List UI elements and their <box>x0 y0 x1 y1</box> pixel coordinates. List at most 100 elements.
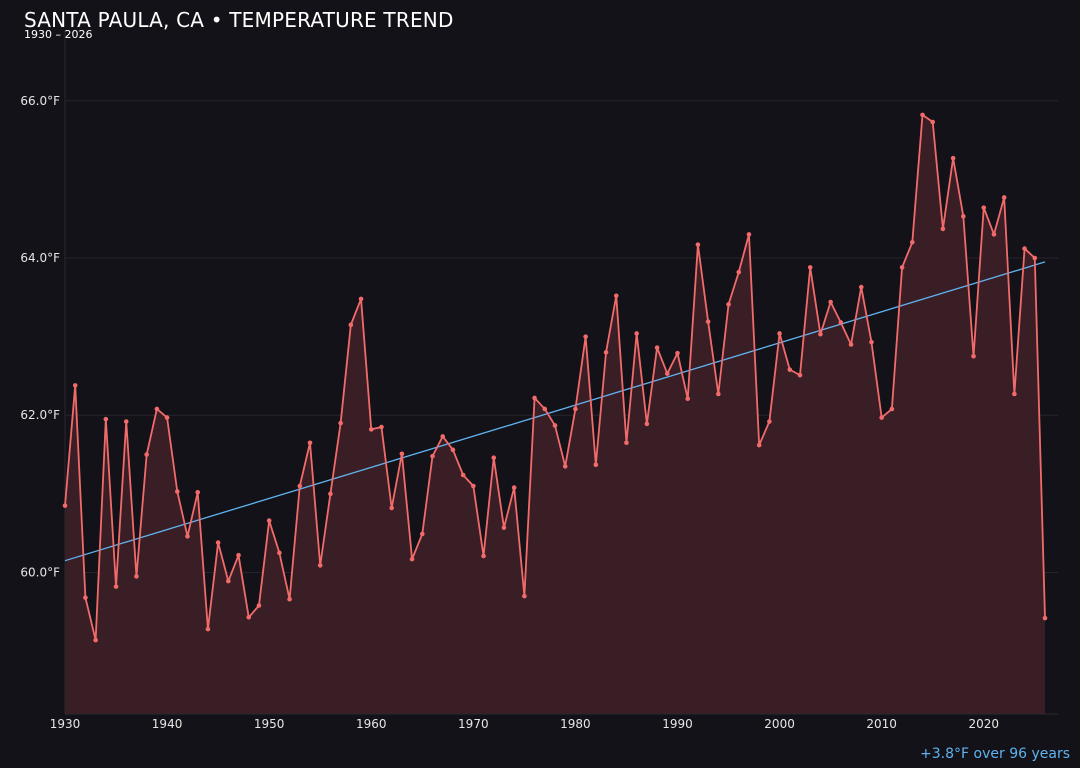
x-tick-label-1990: 1990 <box>662 717 693 731</box>
data-point-1945 <box>215 540 221 545</box>
x-tick-label-1930: 1930 <box>50 717 81 731</box>
data-point-2006 <box>838 320 844 325</box>
data-point-1951 <box>277 550 282 556</box>
area-fill <box>65 114 1045 714</box>
trend-summary: +3.8°F over 96 years <box>920 746 1070 762</box>
data-point-2012 <box>899 265 905 270</box>
data-point-2011 <box>889 406 895 412</box>
data-point-1994 <box>716 391 721 397</box>
data-point-1963 <box>399 451 405 457</box>
data-point-1953 <box>297 483 303 489</box>
data-point-2017 <box>950 155 956 161</box>
data-point-1937 <box>134 574 139 579</box>
data-point-1996 <box>736 269 742 275</box>
data-point-1958 <box>348 322 354 328</box>
data-point-1988 <box>654 345 660 350</box>
data-point-1966 <box>430 453 435 459</box>
data-point-2024 <box>1022 246 1027 251</box>
data-point-1971 <box>481 553 486 559</box>
data-point-1970 <box>471 483 476 489</box>
data-point-2016 <box>940 226 946 232</box>
data-point-1983 <box>603 350 609 355</box>
data-point-1960 <box>368 427 374 432</box>
data-point-1982 <box>593 462 599 468</box>
data-point-1985 <box>624 440 629 446</box>
data-point-2020 <box>981 205 987 210</box>
data-point-2010 <box>879 415 884 420</box>
data-point-1944 <box>205 626 211 632</box>
x-tick-label-2010: 2010 <box>866 717 897 731</box>
chart-title: SANTA PAULA, CA • TEMPERATURE TREND <box>24 8 454 32</box>
data-point-1955 <box>317 563 323 568</box>
y-tick-label-3: 66.0°F <box>20 94 60 108</box>
data-point-1936 <box>123 419 129 424</box>
data-point-1990 <box>675 350 680 356</box>
x-tick-label-1980: 1980 <box>560 717 591 731</box>
x-tick-label-1960: 1960 <box>356 717 387 731</box>
data-point-1948 <box>246 615 252 620</box>
data-point-1950 <box>266 518 272 523</box>
data-point-1993 <box>705 319 711 324</box>
data-point-1975 <box>522 593 527 599</box>
data-point-2009 <box>869 339 874 345</box>
data-point-1974 <box>511 485 517 490</box>
data-point-2018 <box>961 214 966 219</box>
data-point-1978 <box>552 423 558 428</box>
data-point-1995 <box>726 302 731 307</box>
x-tick-label-1940: 1940 <box>152 717 183 731</box>
data-point-1997 <box>746 232 752 237</box>
data-point-1991 <box>685 396 691 402</box>
data-point-1984 <box>613 293 619 299</box>
data-point-2021 <box>991 232 997 237</box>
axes <box>64 30 1058 715</box>
data-point-1999 <box>767 419 772 424</box>
y-tick-label-1: 62.0°F <box>20 408 60 422</box>
y-tick-label-0: 60.0°F <box>20 565 60 579</box>
data-point-1935 <box>113 584 119 589</box>
data-point-2003 <box>807 265 813 270</box>
data-point-1977 <box>542 406 548 412</box>
data-point-1946 <box>226 578 231 584</box>
data-point-2013 <box>909 239 915 245</box>
data-point-1947 <box>236 552 241 558</box>
data-point-1980 <box>573 406 578 412</box>
data-point-2004 <box>818 331 823 337</box>
data-point-1961 <box>379 424 384 430</box>
trend-line <box>64 261 1046 562</box>
data-point-1934 <box>103 416 109 422</box>
data-point-1968 <box>450 447 456 453</box>
data-point-1979 <box>562 464 568 469</box>
data-point-2026 <box>1042 615 1048 621</box>
data-point-2022 <box>1001 195 1007 200</box>
data-point-1942 <box>185 534 190 539</box>
data-points <box>62 112 1048 643</box>
data-point-1956 <box>328 491 333 497</box>
data-point-2023 <box>1012 391 1017 397</box>
chart-subtitle: 1930 – 2026 <box>24 28 93 41</box>
data-point-1972 <box>491 455 497 461</box>
y-tick-labels: 60.0°F 62.0°F 64.0°F 66.0°F <box>20 94 60 580</box>
x-tick-labels: 1930 1940 1950 1960 1970 1980 1990 2000 2010 2020 <box>50 717 999 731</box>
data-point-2000 <box>777 331 782 336</box>
data-point-1967 <box>440 434 446 439</box>
data-point-2001 <box>787 367 793 372</box>
data-point-1933 <box>93 637 98 643</box>
data-point-1949 <box>256 603 262 608</box>
data-point-1973 <box>501 525 507 530</box>
data-point-1943 <box>195 489 201 495</box>
x-tick-label-2020: 2020 <box>968 717 999 731</box>
data-point-1940 <box>164 415 170 420</box>
data-point-1939 <box>154 406 160 412</box>
data-point-2019 <box>971 353 976 359</box>
data-point-1957 <box>338 420 343 426</box>
x-tick-label-2000: 2000 <box>764 717 795 731</box>
x-tick-label-1970: 1970 <box>458 717 489 731</box>
data-point-1941 <box>174 489 180 494</box>
trend-layer <box>64 261 1046 562</box>
data-point-2014 <box>920 112 925 118</box>
data-point-1965 <box>419 531 425 537</box>
data-point-2025 <box>1032 255 1038 261</box>
data-point-1987 <box>644 421 650 427</box>
data-point-2002 <box>797 372 803 378</box>
